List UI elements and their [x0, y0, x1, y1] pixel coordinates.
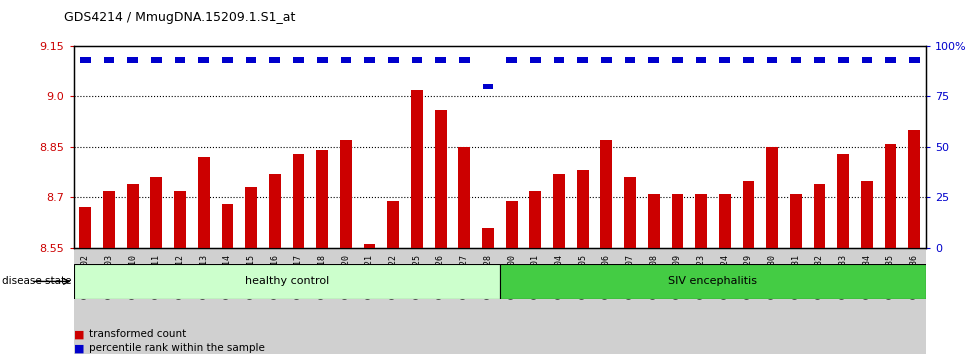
Bar	[624, 57, 635, 63]
Bar	[671, 194, 683, 248]
Bar	[246, 57, 257, 63]
Bar	[364, 245, 375, 248]
Bar	[126, 184, 138, 248]
Bar	[293, 57, 304, 63]
Bar	[649, 57, 660, 63]
Bar	[624, 177, 636, 248]
Bar	[648, 194, 660, 248]
Bar	[908, 57, 919, 63]
Text: disease state: disease state	[2, 276, 72, 286]
Bar	[766, 57, 777, 63]
Bar	[365, 57, 375, 63]
Bar	[340, 57, 351, 63]
Bar	[838, 57, 849, 63]
Bar	[601, 140, 612, 248]
Bar	[340, 140, 352, 248]
Bar	[127, 57, 138, 63]
Bar	[79, 207, 91, 248]
Bar	[198, 57, 209, 63]
Bar	[885, 57, 896, 63]
Bar	[530, 57, 541, 63]
Bar	[601, 57, 612, 63]
Bar	[411, 90, 422, 248]
Bar	[790, 194, 802, 248]
Bar	[529, 191, 541, 248]
Bar	[554, 57, 564, 63]
Bar	[861, 181, 873, 248]
Bar	[435, 57, 446, 63]
Bar	[269, 174, 280, 248]
Bar	[672, 57, 683, 63]
Text: SIV encephalitis: SIV encephalitis	[668, 276, 758, 286]
Bar	[482, 84, 493, 89]
Bar	[74, 264, 500, 299]
Bar	[719, 194, 731, 248]
Text: transformed count: transformed count	[89, 329, 186, 339]
Bar	[861, 57, 872, 63]
Bar	[74, 248, 926, 354]
Bar	[459, 57, 469, 63]
Bar	[482, 228, 494, 248]
Bar	[506, 201, 517, 248]
Bar	[577, 171, 589, 248]
Bar	[553, 174, 564, 248]
Bar	[908, 130, 920, 248]
Bar	[791, 57, 802, 63]
Bar	[270, 57, 280, 63]
Bar	[317, 150, 328, 248]
Bar	[387, 201, 399, 248]
Bar	[222, 57, 233, 63]
Bar	[814, 57, 825, 63]
Bar	[388, 57, 399, 63]
Text: percentile rank within the sample: percentile rank within the sample	[89, 343, 265, 353]
Text: GDS4214 / MmugDNA.15209.1.S1_at: GDS4214 / MmugDNA.15209.1.S1_at	[64, 11, 295, 24]
Bar	[459, 147, 470, 248]
Bar	[80, 57, 91, 63]
Bar	[221, 204, 233, 248]
Bar	[577, 57, 588, 63]
Bar	[743, 181, 755, 248]
Bar	[743, 57, 754, 63]
Bar	[507, 57, 517, 63]
Bar	[151, 57, 162, 63]
Bar	[500, 264, 926, 299]
Bar	[885, 144, 897, 248]
Bar	[696, 57, 707, 63]
Bar	[719, 57, 730, 63]
Bar	[174, 191, 186, 248]
Bar	[766, 147, 778, 248]
Bar	[837, 154, 849, 248]
Bar	[412, 57, 422, 63]
Bar	[151, 177, 163, 248]
Bar	[103, 191, 115, 248]
Text: ■: ■	[74, 343, 84, 353]
Bar	[695, 194, 707, 248]
Text: healthy control: healthy control	[245, 276, 328, 286]
Bar	[104, 57, 115, 63]
Bar	[435, 110, 447, 248]
Bar	[174, 57, 185, 63]
Bar	[198, 157, 210, 248]
Bar	[317, 57, 327, 63]
Bar	[245, 187, 257, 248]
Bar	[813, 184, 825, 248]
Text: ■: ■	[74, 329, 84, 339]
Bar	[293, 154, 305, 248]
